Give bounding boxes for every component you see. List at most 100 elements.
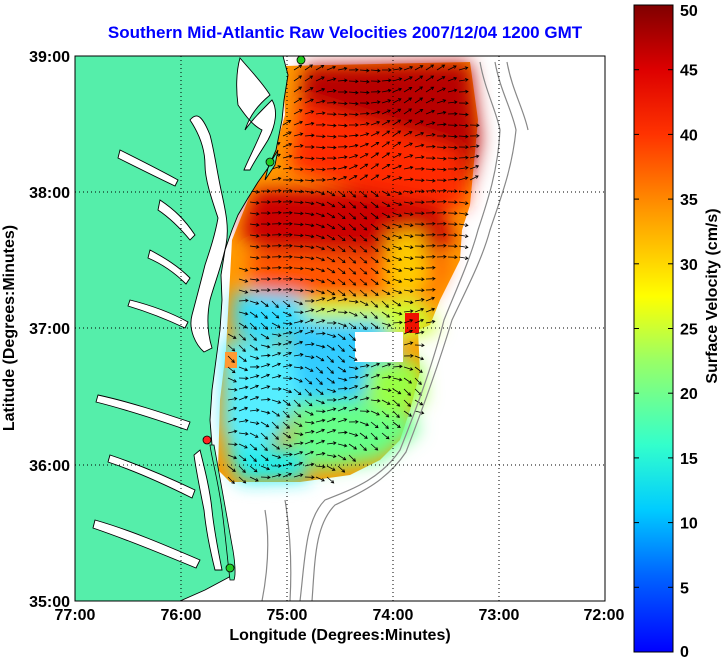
velocity-vector <box>392 141 402 148</box>
velocity-vector <box>326 417 337 423</box>
velocity-vector <box>392 278 403 283</box>
velocity-vector <box>370 300 379 308</box>
velocity-vector <box>282 421 291 429</box>
velocity-vector <box>370 421 379 429</box>
velocity-vector <box>293 300 304 306</box>
velocity-vector <box>392 190 403 195</box>
velocity-vector <box>359 190 368 198</box>
velocity-vector <box>326 429 337 434</box>
velocity-vector <box>403 366 414 371</box>
velocity-vector <box>338 90 348 94</box>
velocity-vector <box>227 377 237 383</box>
velocity-vector <box>337 386 348 391</box>
y-axis: 39:00 38:00 37:00 36:00 35:00 Latitude (… <box>1 49 70 611</box>
velocity-vector <box>315 409 326 414</box>
velocity-vector <box>447 211 458 216</box>
velocity-vector <box>326 201 336 208</box>
velocity-vector <box>381 256 391 262</box>
velocity-vector <box>315 476 325 482</box>
velocity-vector <box>469 144 480 149</box>
velocity-vector <box>403 65 414 71</box>
velocity-vector <box>337 223 346 231</box>
velocity-vector <box>249 374 260 379</box>
velocity-vector <box>282 399 291 406</box>
velocity-vector <box>348 112 359 117</box>
velocity-vector <box>370 174 380 181</box>
velocity-vector <box>271 165 282 170</box>
velocity-vector <box>425 64 435 71</box>
velocity-vector <box>359 322 367 331</box>
velocity-vector <box>381 212 391 218</box>
velocity-vector <box>348 101 359 106</box>
velocity-vector <box>249 300 260 305</box>
velocity-vector <box>349 123 359 127</box>
velocity-vector <box>326 296 337 302</box>
velocity-vector <box>326 366 334 374</box>
velocity-vector <box>282 376 293 381</box>
velocity-vector <box>458 101 469 106</box>
velocity-vector <box>315 134 326 139</box>
velocity-vector <box>337 454 347 461</box>
velocity-vector <box>359 212 368 220</box>
velocity-vector <box>403 377 413 384</box>
velocity-vector <box>414 330 425 335</box>
velocity-vector <box>293 167 304 172</box>
velocity-vector <box>359 174 369 181</box>
velocity-vector <box>370 322 379 329</box>
velocity-vector <box>227 417 238 423</box>
velocity-vector <box>293 399 301 407</box>
velocity-vector <box>304 156 315 161</box>
velocity-vector <box>326 278 336 285</box>
velocity-vector <box>403 341 414 346</box>
velocity-vector <box>348 256 357 264</box>
velocity-vector <box>227 454 238 460</box>
velocity-vector <box>238 476 247 484</box>
velocity-vector <box>260 333 270 340</box>
velocity-vector <box>469 175 479 181</box>
velocity-vector <box>381 300 389 308</box>
velocity-vector <box>403 87 413 93</box>
velocity-vector <box>249 421 260 426</box>
velocity-vector <box>227 476 235 484</box>
velocity-vector <box>249 311 259 318</box>
velocity-vector <box>392 108 402 115</box>
velocity-vector <box>392 176 403 181</box>
velocity-vector <box>348 395 359 401</box>
velocity-vector <box>425 254 436 259</box>
velocity-vector <box>326 212 336 219</box>
velocity-vector <box>260 432 269 440</box>
velocity-vector <box>436 188 447 193</box>
velocity-vector <box>381 410 390 418</box>
velocity-vector <box>271 322 281 328</box>
velocity-vector <box>458 256 469 260</box>
velocity-vector <box>348 67 359 72</box>
velocity-vector <box>370 79 381 84</box>
velocity-vector <box>337 278 346 286</box>
velocity-vector <box>304 178 315 183</box>
velocity-vector <box>469 123 480 128</box>
velocity-vector <box>315 87 326 93</box>
velocity-vector <box>282 232 293 237</box>
velocity-vector <box>260 353 271 358</box>
velocity-vector <box>425 319 436 324</box>
velocity-vector <box>425 276 436 281</box>
velocity-vector <box>304 87 314 93</box>
velocity-vector <box>249 244 260 249</box>
velocity-vector <box>425 98 435 104</box>
velocity-vector <box>282 243 293 248</box>
velocity-vector <box>359 256 368 264</box>
velocity-vector <box>436 199 447 204</box>
velocity-vector <box>425 243 436 248</box>
velocity-vector <box>425 265 436 270</box>
velocity-vector <box>304 330 315 335</box>
velocity-vector <box>359 153 369 159</box>
velocity-vector <box>326 234 336 241</box>
velocity-vector <box>425 221 436 226</box>
y-tick-label: 36:00 <box>29 458 70 475</box>
velocity-vector <box>260 397 271 402</box>
velocity-vector <box>381 164 391 170</box>
velocity-vector <box>315 355 325 362</box>
velocity-vector <box>249 408 260 413</box>
velocity-vector <box>359 421 370 427</box>
velocity-vector <box>370 152 380 159</box>
